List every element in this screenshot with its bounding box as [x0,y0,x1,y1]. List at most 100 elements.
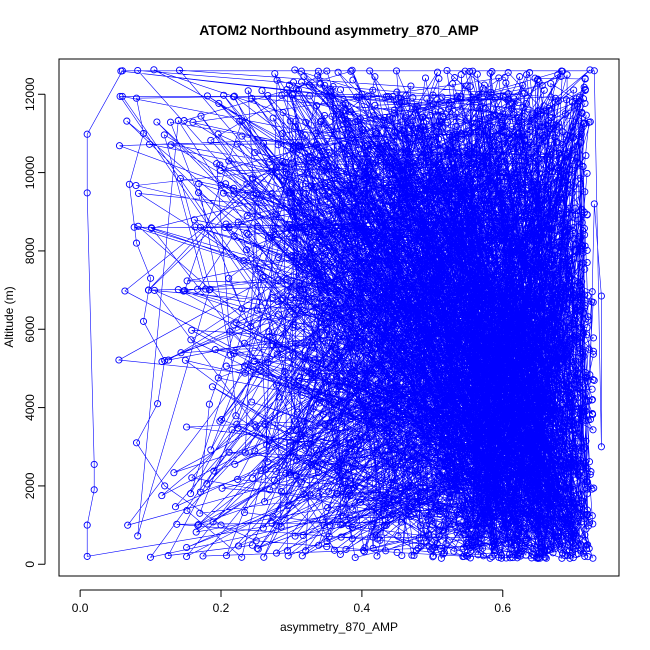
data-point [374,380,382,388]
data-point [542,458,550,467]
data-point [486,69,494,77]
data-point [380,387,388,395]
data-point [121,287,129,295]
data-point [511,483,519,491]
data-point [485,323,494,331]
data-point [583,506,591,514]
data-point [508,341,516,349]
data-point [492,166,500,174]
data-point [519,104,527,112]
data-point [516,322,524,331]
chart-title: ATOM2 Northbound asymmetry_870_AMP [199,22,479,38]
data-point [340,263,348,271]
data-point [352,149,360,157]
data-point [352,223,361,231]
data-point [498,294,506,303]
data-point [230,349,238,357]
data-point [282,469,290,477]
data-point [495,146,503,154]
data-point [338,197,346,205]
data-point [265,234,273,242]
data-point [464,387,472,396]
data-point [519,446,527,455]
data-point [382,521,390,529]
data-point [452,134,460,142]
data-point [328,339,337,347]
data-point [536,204,544,213]
data-point [487,389,495,397]
data-point [366,189,374,197]
data-point [510,244,518,252]
data-point [406,135,414,143]
data-point [453,237,461,245]
data-point [302,547,310,555]
data-point [415,534,424,542]
data-point [511,470,519,478]
data-point [278,91,286,99]
data-point [488,438,496,446]
data-point [537,318,545,326]
data-point [524,432,532,440]
data-point [579,259,587,267]
data-point [348,66,356,74]
data-point [505,303,513,311]
data-point [515,157,523,165]
data-point [437,229,445,237]
data-point [124,521,132,529]
data-point [393,253,401,261]
data-point [330,546,338,554]
data-point [353,93,361,101]
data-point [382,142,390,150]
data-point [394,94,402,102]
data-point [340,222,348,231]
data-point [361,189,369,197]
data-point [306,81,314,89]
data-point [502,79,510,87]
data-point [585,518,593,527]
data-point [288,90,296,98]
data-point [411,258,419,266]
data-point [534,352,542,360]
data-point [479,437,487,445]
data-point [393,364,401,372]
data-point [318,148,326,156]
data-point [563,306,571,314]
data-point [437,197,446,205]
data-point [273,350,281,358]
data-point [583,485,591,493]
data-point [466,191,474,199]
data-point [176,174,184,183]
data-point [561,464,570,472]
data-point [534,392,542,400]
data-point [568,98,577,106]
data-point [351,118,359,126]
data-point [537,315,545,323]
data-point [448,375,456,383]
data-point [407,441,415,449]
data-point [469,344,477,352]
data-point [422,251,430,259]
data-point [369,404,378,412]
data-point [351,207,359,215]
data-point [452,122,460,130]
data-point [401,210,409,218]
data-point [207,446,215,454]
data-point [362,149,370,157]
data-point [348,535,356,543]
data-point [487,414,495,422]
data-point [292,85,300,93]
data-point [589,554,597,562]
data-point [572,310,580,318]
data-point [557,319,565,327]
data-point [433,326,441,334]
data-point [528,402,536,410]
data-point [455,149,463,157]
data-point [539,228,547,236]
data-point [540,549,548,557]
data-point [482,508,490,516]
data-point [441,218,449,226]
data-point [359,126,367,134]
data-point [522,332,530,340]
data-point [399,464,408,472]
data-point [357,273,365,282]
